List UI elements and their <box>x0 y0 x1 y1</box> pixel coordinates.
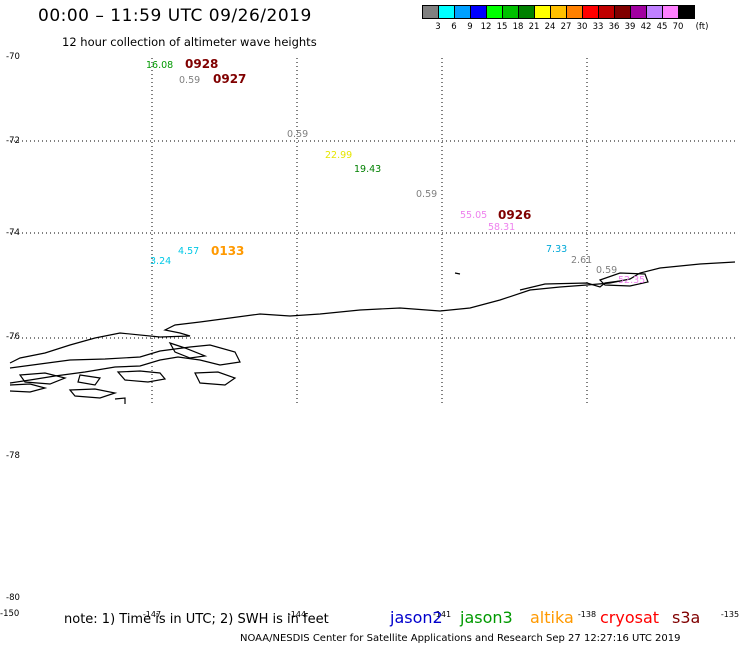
color-scale-tick: 9 <box>467 22 473 32</box>
footer-note: note: 1) Time is in UTC; 2) SWH is in fe… <box>64 612 329 627</box>
bottom-latitude-label: -150 <box>0 609 20 619</box>
color-scale-unit: (ft) <box>695 22 709 32</box>
pass-time-label: 0133 <box>211 244 245 258</box>
color-scale-tick: 42 <box>640 22 652 32</box>
latitude-label: -70 <box>6 52 20 62</box>
longitude-label: -147 <box>142 610 162 619</box>
swh-value: 2.61 <box>571 255 593 266</box>
satellite-name: altika <box>530 608 574 627</box>
swh-value: 0.59 <box>179 75 201 86</box>
map-title: 00:00 – 11:59 UTC 09/26/2019 <box>38 6 312 26</box>
swh-value: 7.33 <box>546 244 568 255</box>
color-scale-tick: 70 <box>672 22 684 32</box>
graticule <box>10 58 735 405</box>
color-scale-tick: 30 <box>576 22 588 32</box>
swh-value: 16.08 <box>146 60 174 71</box>
longitude-label: -135 <box>720 610 740 619</box>
color-scale-tick: 39 <box>624 22 636 32</box>
swh-value: 3.24 <box>150 256 172 267</box>
swh-value: 22.99 <box>325 150 353 161</box>
pass-time-label: 0928 <box>185 57 219 71</box>
longitude-label: -141 <box>432 610 452 619</box>
color-scale-tick: 15 <box>496 22 508 32</box>
longitude-label: -138 <box>577 610 597 619</box>
swh-value: 58.31 <box>488 222 516 233</box>
latitude-label: -74 <box>6 228 20 238</box>
latitude-label: -78 <box>6 451 20 461</box>
color-scale-tick: 45 <box>656 22 668 32</box>
color-scale-tick: 27 <box>560 22 572 32</box>
footer-credit: NOAA/NESDIS Center for Satellite Applica… <box>240 633 681 644</box>
color-scale-tick: 33 <box>592 22 604 32</box>
satellite-name: jason3 <box>460 608 513 627</box>
color-scale-tick: 36 <box>608 22 620 32</box>
color-scale-tick: 18 <box>512 22 524 32</box>
color-swatches <box>422 5 695 19</box>
color-swatch <box>678 5 695 19</box>
color-scale-legend: 3 6 9 12 15 18 21 24 27 30 33 36 39 42 45 70 (ft) <box>422 5 708 32</box>
map-subtitle: 12 hour collection of altimeter wave hei… <box>62 35 317 49</box>
swh-value: 0.59 <box>416 189 438 200</box>
pass-time-label: 0926 <box>498 208 532 222</box>
color-scale-tick: 3 <box>435 22 441 32</box>
color-scale-tick: 24 <box>544 22 556 32</box>
color-scale-tick: 6 <box>451 22 457 32</box>
swh-value: 55.05 <box>460 210 488 221</box>
longitude-label: -144 <box>287 610 307 619</box>
swh-value: 52.35 <box>618 275 646 286</box>
swh-value: 0.59 <box>287 129 309 140</box>
pass-time-label: 0927 <box>213 72 247 86</box>
color-scale-tick: 21 <box>528 22 540 32</box>
satellite-name: jason2 <box>390 608 443 627</box>
swh-value: 0.59 <box>596 265 618 276</box>
coastline <box>9 261 736 404</box>
satellite-name: s3a <box>672 608 701 627</box>
latitude-label: -80 <box>6 593 20 603</box>
latitude-label: -72 <box>6 136 20 146</box>
swh-value: 19.43 <box>354 164 382 175</box>
latitude-label: -76 <box>6 332 20 342</box>
color-scale-tick: 12 <box>480 22 492 32</box>
swh-value: 4.57 <box>178 246 200 257</box>
satellite-name: cryosat <box>600 608 660 627</box>
